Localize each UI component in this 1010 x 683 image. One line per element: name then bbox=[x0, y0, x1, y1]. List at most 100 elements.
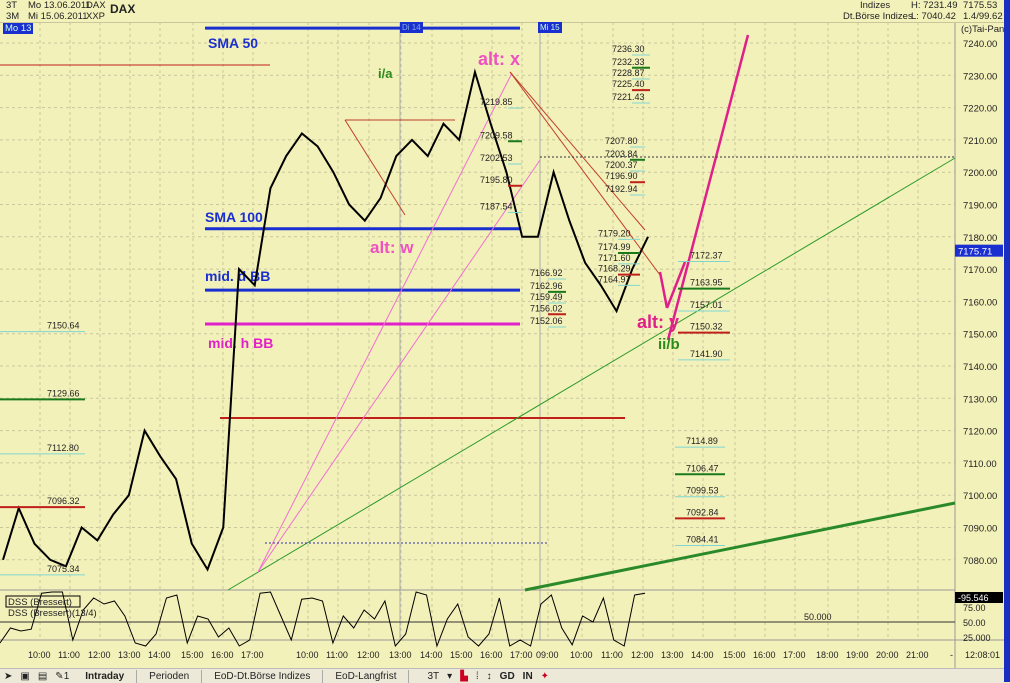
gd-button[interactable]: GD bbox=[499, 670, 515, 682]
time-label: 19:00 bbox=[846, 650, 869, 660]
y-tick-label: 7100.00 bbox=[963, 491, 997, 502]
price-chart[interactable]: 7240.00 7230.00 7220.00 7210.00 7200.00 7190.… bbox=[0, 0, 1004, 668]
chevron-down-icon[interactable]: ▾ bbox=[447, 670, 453, 682]
y-tick-label: 7110.00 bbox=[963, 459, 997, 470]
y-tick-label: 7080.00 bbox=[963, 556, 997, 567]
symbol-1: DAX bbox=[86, 0, 106, 11]
fib-level-label: 7179.20 bbox=[598, 228, 631, 238]
time-label: 10:00 bbox=[570, 650, 593, 660]
time-label: 13:00 bbox=[118, 650, 141, 660]
time-label: 10:00 bbox=[28, 650, 51, 660]
oscillator-params: DSS (Bressert)(13/4) bbox=[8, 608, 97, 619]
oscillator-tick: 25.000 bbox=[963, 633, 991, 643]
fib-level-label: 7207.80 bbox=[605, 136, 638, 146]
current-price-box bbox=[955, 244, 1003, 257]
wave-annotation: alt: w bbox=[370, 238, 414, 257]
indicator-icon[interactable]: ✦ bbox=[540, 670, 550, 682]
fib-level-label: 7150.64 bbox=[47, 321, 80, 331]
fib-level-label: 7112.80 bbox=[47, 443, 79, 453]
time-label: 11:00 bbox=[601, 650, 623, 660]
time-label: 13:00 bbox=[661, 650, 684, 660]
fib-level-label: 7236.30 bbox=[612, 44, 645, 54]
time-label: 18:00 bbox=[816, 650, 839, 660]
time-label: 14:00 bbox=[420, 650, 443, 660]
time-label: 16:00 bbox=[211, 650, 234, 660]
y-tick-label: 7230.00 bbox=[963, 71, 997, 82]
chart-header: 3T Mo 13.06.2011 DAX 3M Mi 15.06.2011 XX… bbox=[0, 0, 1010, 23]
fib-level-label: 7219.85 bbox=[480, 97, 513, 107]
fib-level-label: 7092.84 bbox=[686, 507, 719, 517]
y-tick-label: 7200.00 bbox=[963, 168, 997, 179]
fib-level-label: 7099.53 bbox=[686, 486, 719, 496]
trend-line bbox=[509, 71, 661, 276]
fib-level-label: 7187.54 bbox=[480, 201, 513, 211]
market-1: Indizes bbox=[860, 0, 891, 11]
fib-level-label: 7141.90 bbox=[690, 349, 723, 359]
fib-level-label: 7162.96 bbox=[530, 281, 563, 291]
y-tick-label: 7160.00 bbox=[963, 297, 997, 308]
bars-icon[interactable]: ⁞ bbox=[475, 670, 479, 682]
time-label: 16:00 bbox=[753, 650, 776, 660]
trend-line bbox=[666, 34, 750, 341]
fib-level-label: 7156.02 bbox=[530, 303, 563, 313]
y-tick-label: 7140.00 bbox=[963, 362, 997, 373]
date-1: Mo 13.06.2011 bbox=[28, 0, 91, 11]
oscillator-name: DSS (Bressert) bbox=[8, 597, 72, 608]
tab-perioden[interactable]: Perioden bbox=[137, 669, 203, 683]
time-label: 12:00 bbox=[88, 650, 111, 660]
y-tick-label: 7120.00 bbox=[963, 427, 997, 438]
market-2: Dt.Börse Indizes bbox=[843, 11, 913, 22]
time-label: 21:00 bbox=[906, 650, 929, 660]
y-tick-label: 7240.00 bbox=[963, 39, 997, 50]
trend-line bbox=[227, 157, 956, 591]
fib-level-label: 7172.37 bbox=[690, 250, 723, 260]
fib-level-label: 7232.33 bbox=[612, 57, 645, 67]
fib-level-label: 7096.32 bbox=[47, 496, 80, 506]
fib-level-label: 7196.90 bbox=[605, 171, 638, 181]
trend-line bbox=[524, 501, 956, 592]
level-label: SMA 100 bbox=[205, 209, 263, 225]
fib-level-label: 7084.41 bbox=[686, 535, 719, 545]
low-value: L: 7040.42 bbox=[911, 11, 956, 22]
time-label: 11:00 bbox=[58, 650, 80, 660]
period-select[interactable]: 3T bbox=[427, 670, 440, 682]
in-button[interactable]: IN bbox=[522, 670, 533, 682]
tab-eod-langfrist[interactable]: EoD-Langfrist bbox=[323, 669, 410, 683]
chart-type-icon[interactable]: ▙ bbox=[460, 670, 468, 682]
updown-icon[interactable]: ↕ bbox=[486, 670, 492, 682]
y-tick-label: 7090.00 bbox=[963, 524, 997, 535]
fib-level-label: 7150.32 bbox=[690, 322, 723, 332]
tab-eod-indizes[interactable]: EoD-Dt.Börse Indizes bbox=[202, 669, 324, 683]
oscillator-tick: 50.00 bbox=[963, 618, 986, 628]
fib-level-label: 7200.37 bbox=[605, 160, 638, 170]
trend-line bbox=[257, 72, 513, 573]
y-tick-label: 7150.00 bbox=[963, 330, 997, 341]
high-value: H: 7231.49 bbox=[911, 0, 958, 11]
fib-level-label: 7152.06 bbox=[530, 316, 563, 326]
date-2: Mi 15.06.2011 bbox=[28, 11, 88, 22]
window-icon[interactable]: ▣ bbox=[20, 670, 30, 682]
fib-level-label: 7164.97 bbox=[598, 274, 631, 284]
y-tick-label: 7170.00 bbox=[963, 265, 997, 276]
pen-icon[interactable]: ✎1 bbox=[55, 670, 70, 682]
y-tick-label: 7190.00 bbox=[963, 201, 997, 212]
fib-level-label: 7192.94 bbox=[605, 184, 638, 194]
fib-level-label: 7157.01 bbox=[690, 300, 723, 310]
fib-level-label: 7129.66 bbox=[47, 388, 80, 398]
trend-line bbox=[665, 261, 687, 309]
time-label: 17:00 bbox=[241, 650, 264, 660]
time-label: 09:00 bbox=[536, 650, 559, 660]
time-label: 14:00 bbox=[691, 650, 714, 660]
wave-annotation: ii/b bbox=[658, 336, 680, 353]
time-label: 12:08:01 bbox=[965, 650, 1000, 660]
pen-counter: 1 bbox=[63, 670, 70, 682]
tab-intraday[interactable]: Intraday bbox=[73, 669, 138, 683]
pin-icon[interactable]: ➤ bbox=[4, 670, 13, 682]
trend-line bbox=[509, 71, 646, 231]
time-label: 15:00 bbox=[450, 650, 473, 660]
period-2: 3M bbox=[6, 11, 20, 22]
fib-level-label: 7106.47 bbox=[686, 463, 719, 473]
fib-level-label: 7159.49 bbox=[530, 292, 563, 302]
time-label: 12:00 bbox=[631, 650, 654, 660]
calendar-icon[interactable]: ▤ bbox=[37, 670, 48, 682]
